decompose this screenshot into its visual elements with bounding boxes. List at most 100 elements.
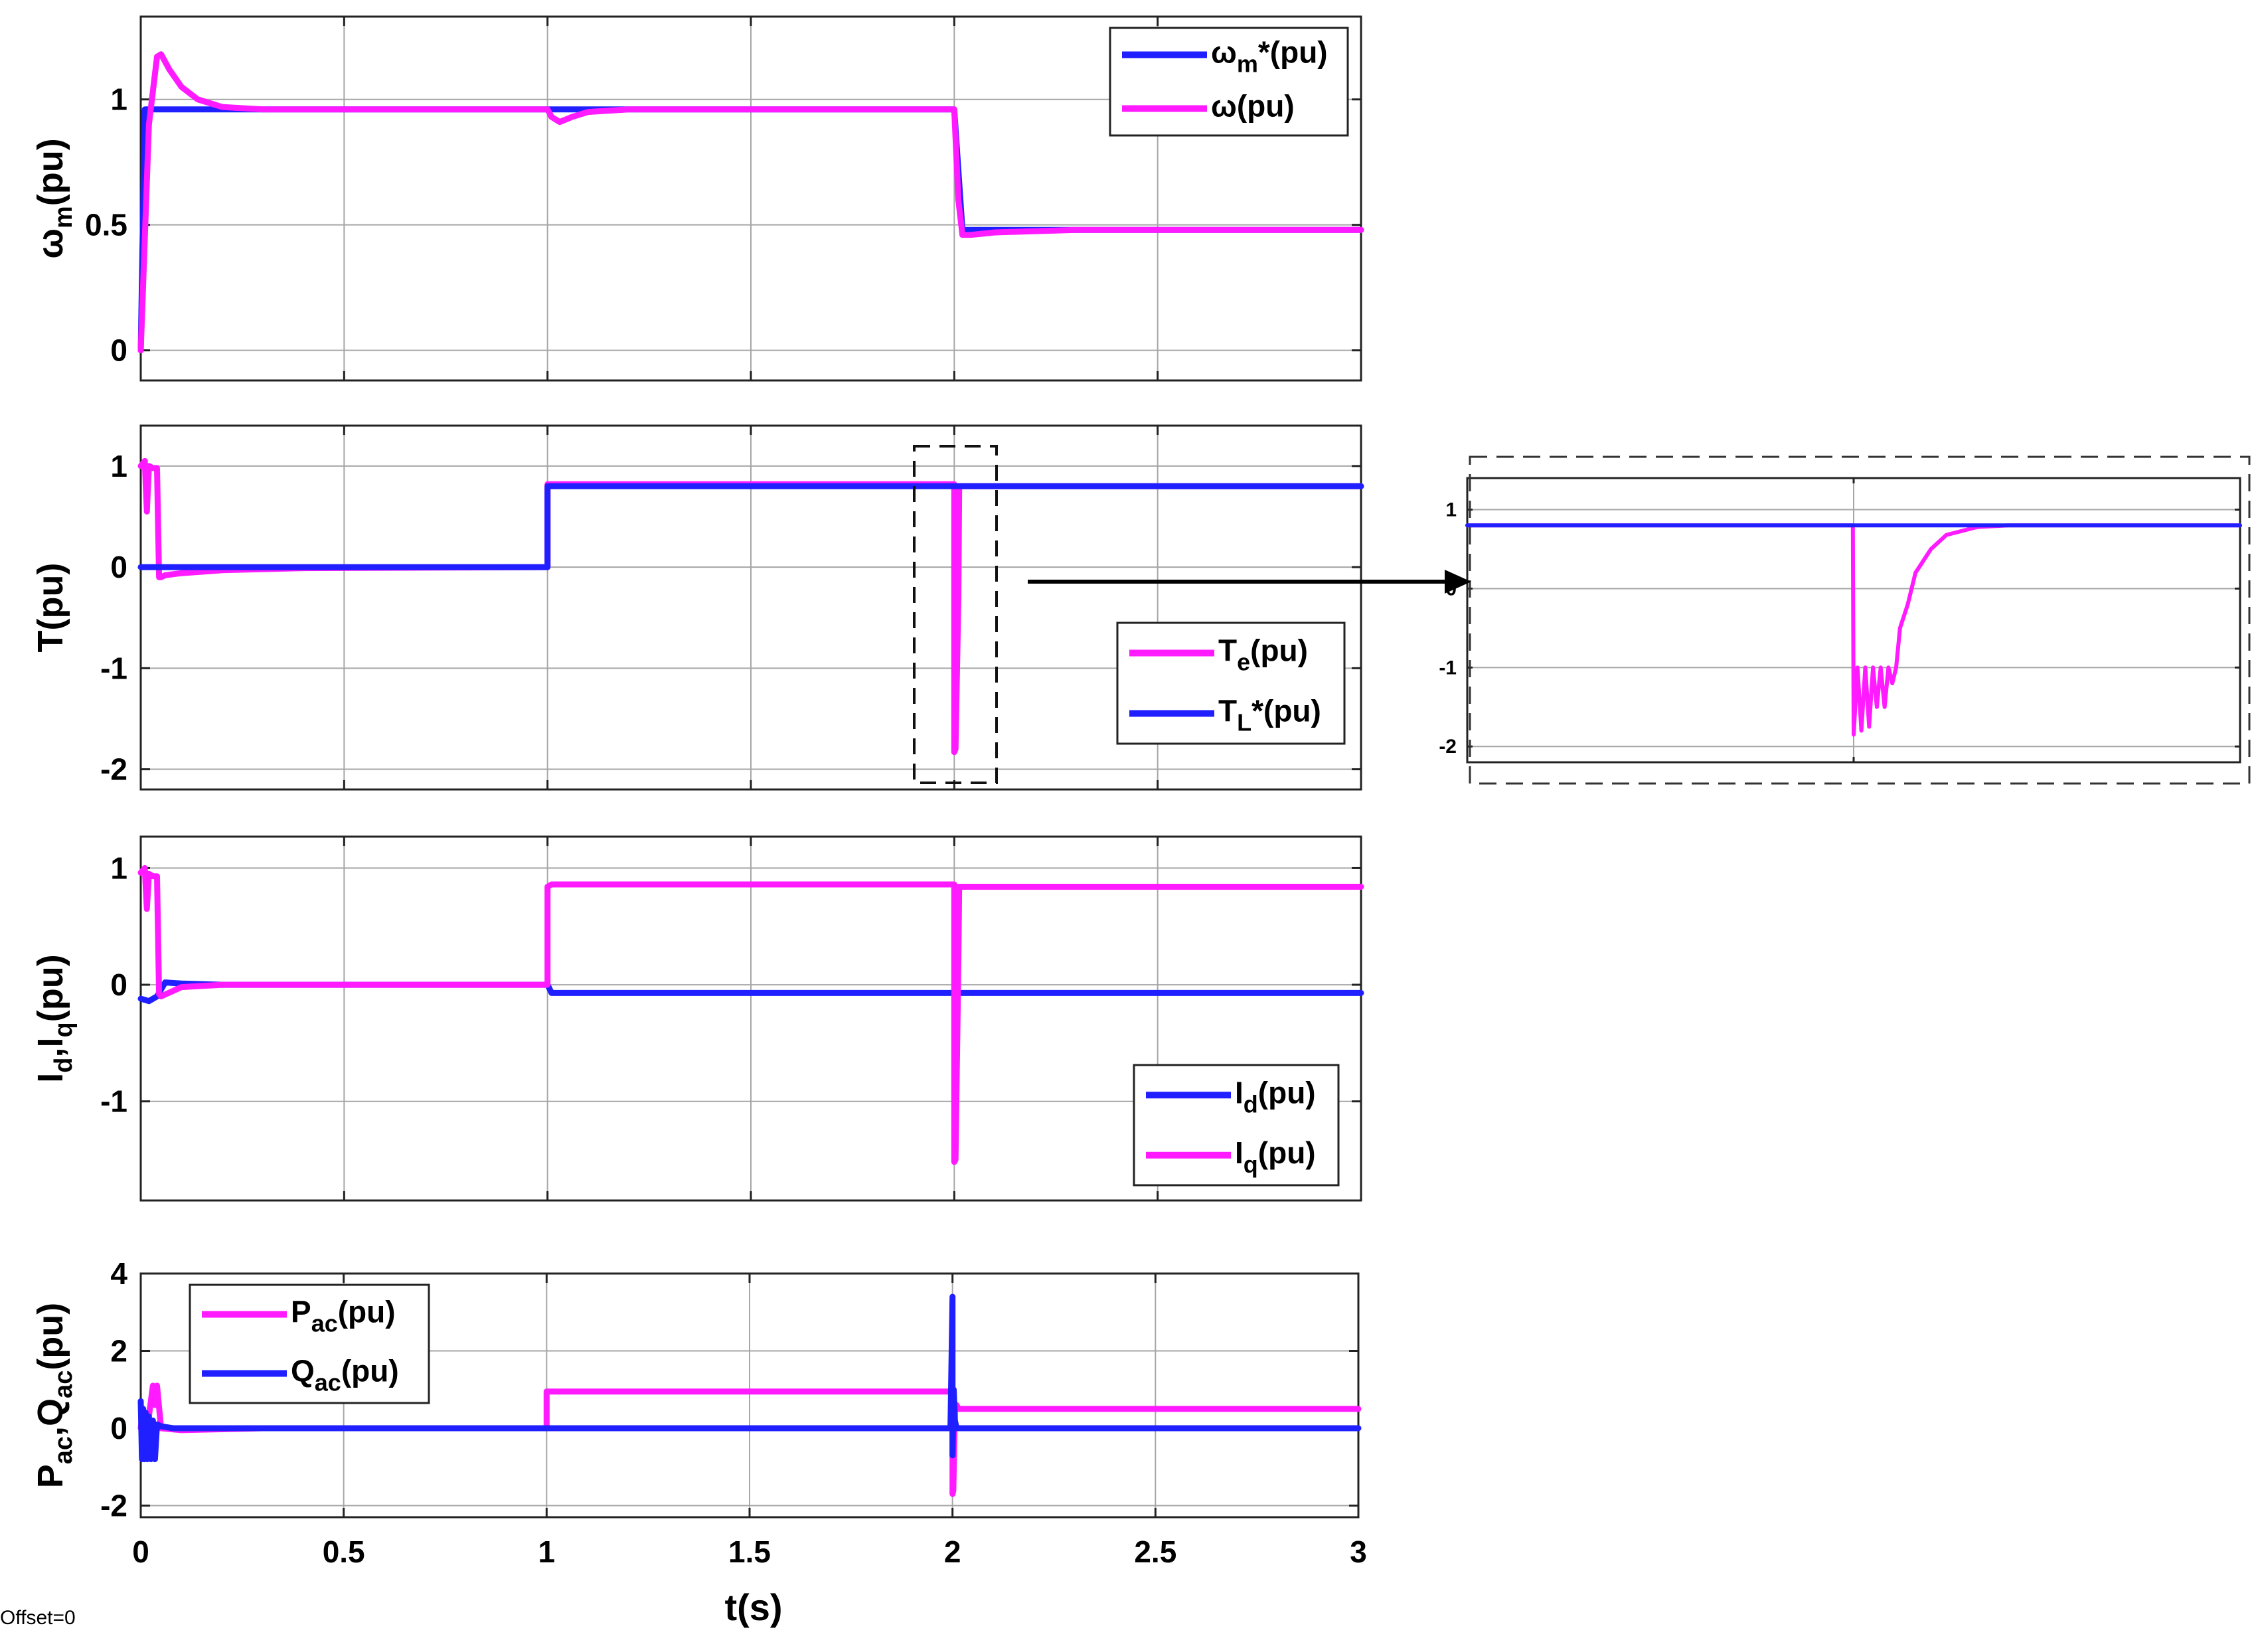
y-axis-label-part: ac: [50, 1436, 78, 1464]
x-tick-label: 2.5: [1134, 1534, 1176, 1569]
legend-label-part: e: [1237, 649, 1250, 676]
y-axis-label-part: m: [50, 206, 78, 228]
legend-label-part: d: [1244, 1090, 1258, 1117]
y-axis-label-part: q: [50, 1022, 78, 1037]
series-line-pu: [137, 51, 1364, 354]
legend-label-part: ac: [311, 1310, 338, 1337]
y-axis-label: ωm(pu): [31, 138, 78, 258]
y-tick-label: 0.5: [85, 208, 127, 242]
y-tick-label: -1: [100, 1084, 127, 1119]
legend-label: Te(pu): [1218, 633, 1308, 676]
y-axis-label-part: d: [50, 1057, 78, 1072]
legend-box: [1116, 621, 1346, 745]
legend-box: [189, 1283, 430, 1404]
y-axis-label: Id,Iq(pu): [31, 954, 78, 1082]
y-tick-label: 4: [110, 1256, 127, 1291]
x-axis-label: t(s): [724, 1586, 782, 1628]
legend-box: [1109, 27, 1349, 137]
legend-label-part: I: [1235, 1135, 1244, 1170]
y-tick-label: 1: [110, 449, 127, 483]
y-axis-label-part: (pu): [31, 563, 70, 631]
legend: Pac(pu)Qac(pu): [189, 1283, 430, 1404]
charts-layer: 00.51ωm(pu)ωm*(pu)ω(pu)-2-101T(pu)Te(pu)…: [31, 15, 2242, 1569]
legend-label: ω(pu): [1211, 89, 1295, 124]
y-axis-label-part: I: [31, 1073, 70, 1083]
legend-label-part: (pu): [338, 1295, 396, 1329]
y-tick-label: 0: [110, 550, 127, 584]
legend-label: Id(pu): [1235, 1075, 1316, 1117]
y-axis-label: Pac,Qac(pu): [31, 1303, 78, 1489]
series-line-qacpu: [137, 1293, 1362, 1463]
annotation-layer: [913, 445, 2251, 785]
legend: Id(pu)Iq(pu): [1133, 1064, 1340, 1187]
legend-label: Qac(pu): [291, 1354, 399, 1396]
y-tick-label: 2: [110, 1334, 127, 1368]
legend: Te(pu)TL*(pu): [1116, 621, 1346, 745]
zoom-inset-border: [1469, 455, 2251, 785]
x-tick-label: 3: [1350, 1534, 1367, 1569]
y-axis-label-part: (pu): [31, 1303, 70, 1370]
legend-label-part: (pu): [1258, 1075, 1316, 1110]
legend-label-part: P: [291, 1295, 311, 1329]
legend-label-part: (pu): [1237, 89, 1295, 124]
legend-label-part: (pu): [341, 1354, 399, 1388]
legend-label-part: (pu): [1250, 633, 1308, 668]
y-axis-label: T(pu): [31, 563, 70, 653]
legend-label-part: m: [1237, 50, 1258, 78]
y-tick-label: -2: [100, 1489, 127, 1523]
y-tick-label: 1: [1445, 499, 1457, 521]
legend-box: [1133, 1064, 1340, 1187]
y-axis-label-part: P: [31, 1464, 70, 1488]
legend-label-part: ω: [1211, 89, 1237, 124]
legend-label: ωm*(pu): [1211, 35, 1328, 78]
y-axis-label-part: T: [31, 630, 70, 652]
y-axis-label-part: (pu): [31, 954, 70, 1022]
legend-label-part: L: [1237, 709, 1251, 736]
y-axis-label-part: ,Q: [31, 1398, 70, 1436]
legend-label-part: *(pu): [1258, 35, 1328, 70]
series-line-iqpu: [137, 865, 1364, 1165]
y-tick-label: -1: [100, 651, 127, 685]
y-tick-label: -1: [1439, 657, 1457, 679]
x-tick-label: 1.5: [728, 1534, 771, 1569]
legend-label-part: q: [1244, 1151, 1258, 1178]
y-tick-label: 0: [110, 967, 127, 1002]
legend-label-part: T: [1218, 694, 1237, 728]
offset-text: Offset=0: [0, 1607, 76, 1629]
legend-label-part: I: [1235, 1075, 1244, 1110]
y-axis-label-part: ,I: [31, 1037, 70, 1057]
y-axis-label-part: ac: [50, 1370, 78, 1398]
y-axis-label-part: ω: [31, 228, 70, 259]
y-tick-label: 1: [110, 851, 127, 885]
x-tick-label: 0.5: [323, 1534, 365, 1569]
x-tick-label: 1: [538, 1534, 556, 1569]
legend-label: Iq(pu): [1235, 1135, 1316, 1178]
y-axis-label-part: (pu): [31, 138, 70, 206]
legend-label-part: (pu): [1258, 1135, 1316, 1170]
legend-label-part: *(pu): [1251, 694, 1321, 728]
series-line-tlpu: [137, 483, 1364, 570]
zoom-arrow-head: [1445, 570, 1471, 594]
x-tick-label: 0: [132, 1534, 149, 1569]
y-tick-label: 1: [110, 82, 127, 117]
y-tick-label: -2: [1439, 736, 1457, 758]
y-tick-label: -2: [100, 752, 127, 787]
y-tick-label: 0: [110, 333, 127, 368]
legend: ωm*(pu)ω(pu): [1109, 27, 1349, 137]
zoom-inset-chart: -2-101: [1439, 477, 2242, 764]
y-tick-label: 0: [110, 1411, 127, 1446]
legend-label-part: Q: [291, 1354, 315, 1388]
zoom-region-box: [913, 445, 998, 784]
legend-label-part: ω: [1211, 35, 1237, 70]
legend-label: Pac(pu): [291, 1295, 396, 1337]
x-tick-label: 2: [944, 1534, 961, 1569]
legend-label-part: ac: [315, 1369, 341, 1396]
series-line-tepu: [1465, 523, 2242, 737]
legend-label-part: T: [1218, 633, 1237, 668]
